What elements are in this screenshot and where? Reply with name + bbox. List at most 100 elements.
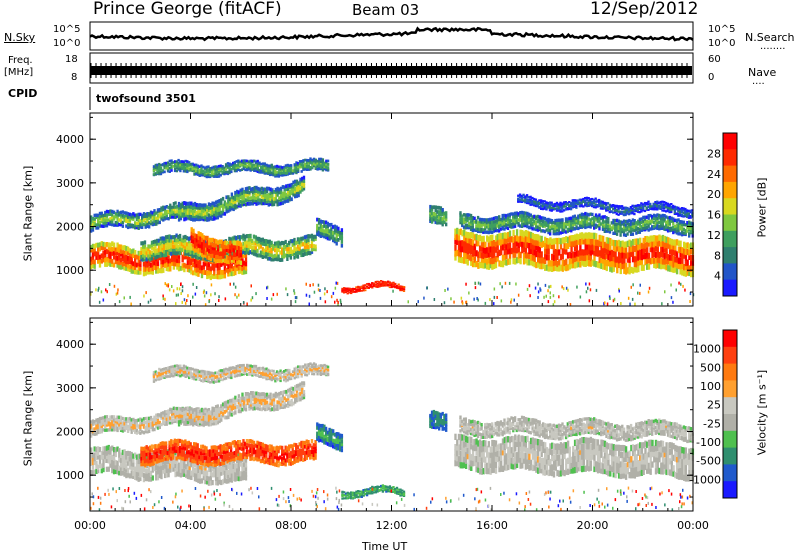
power-cell: [135, 215, 139, 219]
power-cell: [605, 207, 608, 211]
power-cell: [324, 229, 328, 234]
power-cell: [332, 231, 335, 235]
power-cell: [503, 248, 506, 256]
power-cell: [177, 253, 181, 259]
power-cell: [293, 255, 296, 260]
power-cell: [542, 240, 545, 248]
power-cell: [202, 235, 206, 240]
power-cell: [239, 260, 243, 266]
power-cell: [268, 173, 272, 177]
power-cell: [290, 167, 293, 170]
power-cell: [305, 165, 309, 169]
power-cell: [594, 197, 597, 200]
power-cell: [246, 195, 249, 200]
power-speck: [214, 292, 216, 296]
power-cell: [268, 169, 272, 173]
power-cell: [493, 257, 496, 264]
power-cell: [190, 211, 193, 215]
power-cell: [150, 250, 154, 255]
power-cell: [173, 247, 177, 252]
power-cell: [179, 203, 183, 207]
power-cell: [681, 247, 684, 254]
power-cell: [601, 203, 604, 207]
power-cell: [527, 199, 531, 202]
power-cell: [647, 216, 650, 220]
power-cell: [575, 200, 578, 203]
power-cell: [628, 246, 631, 253]
power-cell: [244, 269, 248, 275]
power-cell: [524, 201, 527, 204]
power-cell: [255, 189, 258, 193]
power-cell: [589, 199, 592, 202]
power-cell: [538, 251, 542, 258]
power-cell: [603, 206, 606, 209]
power-cell: [619, 256, 622, 263]
power-cell: [214, 262, 218, 268]
power-cell: [496, 218, 499, 223]
power-cell: [528, 242, 531, 249]
power-cell: [673, 205, 677, 208]
power-cell: [631, 224, 635, 228]
power-cell: [390, 282, 393, 284]
power-cell: [642, 242, 645, 249]
power-cell: [284, 253, 287, 258]
power-cell: [691, 215, 694, 218]
power-cell: [506, 216, 510, 220]
power-cell: [141, 222, 144, 227]
power-cell: [283, 168, 286, 172]
power-cell: [684, 248, 688, 256]
power-cell: [512, 225, 515, 229]
power-cell: [683, 248, 686, 255]
power-cell: [673, 209, 677, 212]
power-cell: [501, 261, 505, 268]
power-cell: [153, 222, 156, 226]
power-cell: [170, 257, 174, 263]
power-cell: [617, 261, 621, 268]
power-cell: [184, 251, 187, 256]
power-cell: [251, 247, 254, 252]
power-cell: [657, 201, 661, 204]
power-cell: [274, 173, 277, 176]
power-cell: [596, 239, 600, 246]
power-cell: [168, 234, 171, 239]
power-cell: [619, 233, 622, 237]
power-cell: [591, 232, 594, 239]
power-cell: [358, 289, 362, 292]
power-cell: [469, 225, 473, 230]
power-cell: [534, 200, 538, 204]
power-cell: [636, 210, 640, 213]
power-cell: [236, 196, 239, 201]
power-cell: [545, 242, 549, 249]
power-cell: [142, 244, 145, 249]
power-cell: [482, 228, 485, 232]
power-cell: [177, 162, 180, 165]
power-cell: [225, 247, 229, 252]
power-cell: [559, 204, 562, 207]
power-cell: [184, 163, 187, 166]
power-cell: [206, 243, 209, 248]
power-cell: [245, 246, 249, 251]
power-cell: [364, 287, 367, 290]
cpid-label: CPID: [8, 87, 38, 100]
power-cell: [159, 243, 162, 248]
power-cell: [160, 263, 163, 269]
power-cell: [599, 206, 603, 209]
power-cell: [477, 262, 480, 269]
power-cell: [200, 171, 203, 174]
power-cell: [267, 196, 270, 201]
power-cell: [538, 199, 541, 202]
power-cell: [660, 245, 663, 252]
power-cell: [100, 217, 103, 221]
power-cell: [303, 241, 307, 246]
power-cell: [484, 256, 487, 264]
power-cell: [128, 223, 132, 227]
power-cell: [547, 260, 550, 267]
power-cell: [256, 242, 259, 247]
power-cell: [617, 213, 620, 216]
power-cell: [675, 229, 679, 233]
power-cell: [236, 198, 239, 203]
power-cell: [198, 255, 201, 260]
power-cell: [642, 219, 645, 223]
power-cell: [201, 245, 204, 250]
power-cell: [188, 161, 191, 164]
